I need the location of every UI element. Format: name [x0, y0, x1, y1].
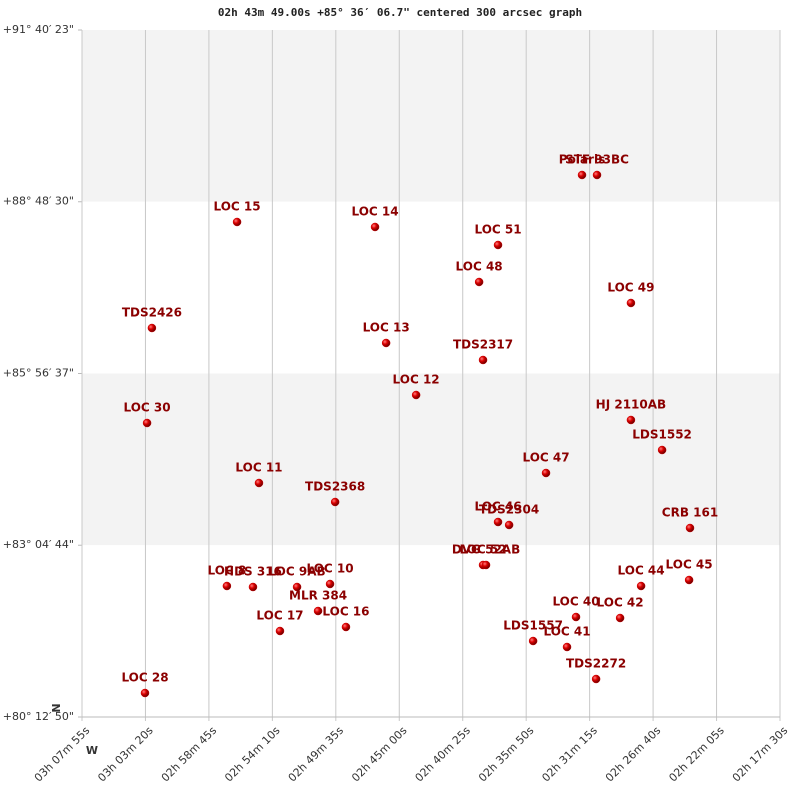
star [615, 613, 625, 623]
star-label: LDS1557 [503, 618, 563, 632]
star [493, 517, 503, 527]
star-label: LDS1552 [632, 427, 692, 441]
star-label: LOC 47 [522, 450, 569, 464]
star-label: TDS2426 [122, 305, 182, 319]
star [592, 170, 602, 180]
star-label: TDS2317 [453, 337, 513, 351]
star [313, 606, 323, 616]
star [636, 581, 646, 591]
star [562, 642, 572, 652]
chart-title: 02h 43m 49.00s +85° 36′ 06.7" centered 3… [218, 6, 582, 19]
x-tick-label: 02h 31m 15s [539, 724, 600, 785]
x-tick-label: 02h 45m 00s [349, 724, 410, 785]
band [82, 201, 780, 374]
star-label: TDS2272 [566, 656, 626, 670]
x-axis-label: W [86, 744, 98, 757]
star-label: LOC 12 [393, 372, 440, 386]
star [478, 355, 488, 365]
star [275, 626, 285, 636]
star-label: LOC 16 [322, 604, 369, 618]
star [248, 582, 258, 592]
star-label: LOC 8 [208, 563, 247, 577]
star [571, 612, 581, 622]
y-tick-label: +83° 04′ 44" [3, 538, 74, 551]
star-label: HJ 2110AB [596, 397, 667, 411]
y-tick-label: +88° 48′ 30" [3, 195, 74, 208]
star [504, 520, 514, 530]
star [577, 170, 587, 180]
star [528, 636, 538, 646]
star-label: LOC 10 [306, 561, 353, 575]
x-tick-label: 03h 03m 20s [95, 724, 156, 785]
y-tick-label: +80° 12′ 50" [3, 710, 74, 723]
star [685, 523, 695, 533]
star-label: LOC 40 [552, 594, 599, 608]
star [147, 323, 157, 333]
star [381, 338, 391, 348]
band [82, 545, 780, 717]
star [140, 688, 150, 698]
band [82, 373, 780, 546]
star [541, 468, 551, 478]
star-label: LOC 46 [474, 499, 521, 513]
star-label: LOC 30 [124, 400, 171, 414]
y-tick-label: +91° 40′ 23" [3, 23, 74, 36]
star-label: MLR 384 [289, 589, 347, 603]
star [325, 579, 335, 589]
y-axis-label: N [50, 703, 63, 712]
star-label: LOC 52 [459, 542, 506, 556]
star-label: HDS 316 [224, 564, 282, 578]
star-label: Polaris [559, 152, 605, 166]
star [626, 415, 636, 425]
star [626, 298, 636, 308]
star [474, 277, 484, 287]
star-label: TDS2368 [305, 479, 365, 493]
star [142, 418, 152, 428]
star-label: LOC 51 [474, 222, 521, 236]
star-label: LOC 14 [351, 204, 398, 218]
star-label: LOC 17 [256, 609, 303, 623]
star-label: LOC 9AB [268, 564, 325, 578]
star-label: LOC 13 [363, 320, 410, 334]
star [493, 240, 503, 250]
star [341, 622, 351, 632]
x-tick-label: 02h 40m 25s [413, 724, 474, 785]
star [232, 217, 242, 227]
star-label: LOC 15 [214, 199, 261, 213]
star [657, 445, 667, 455]
x-tick-label: 02h 22m 05s [666, 724, 727, 785]
star [330, 497, 340, 507]
star-label: TDS2304 [479, 502, 539, 516]
x-tick-label: 02h 58m 45s [159, 724, 220, 785]
star-label: LOC 48 [456, 259, 503, 273]
x-tick-label: 02h 26m 40s [603, 724, 664, 785]
star-label: LOC 41 [543, 624, 590, 638]
star-label: LOC 28 [121, 671, 168, 685]
band [82, 30, 780, 202]
star [254, 478, 264, 488]
y-tick-label: +85° 56′ 37" [3, 366, 74, 379]
x-tick-label: 02h 54m 10s [222, 724, 283, 785]
star [292, 582, 302, 592]
star [370, 222, 380, 232]
star [591, 674, 601, 684]
x-tick-label: 02h 49m 35s [286, 724, 347, 785]
star [481, 560, 491, 570]
star [684, 575, 694, 585]
x-tick-label: 02h 17m 30s [730, 724, 791, 785]
star-label: LOC 44 [618, 563, 665, 577]
star-label: LOC 42 [597, 595, 644, 609]
star-label: DVG 52AB [452, 542, 520, 556]
star [411, 390, 421, 400]
star-label: LOC 49 [607, 280, 654, 294]
star-label: LOC 45 [666, 557, 713, 571]
star-label: LOC 11 [235, 460, 282, 474]
star-label: STF 93BC [565, 152, 629, 166]
x-tick-label: 02h 35m 50s [476, 724, 537, 785]
star [222, 581, 232, 591]
bands [82, 30, 780, 717]
x-tick-label: 03h 07m 55s [32, 724, 93, 785]
star-label: CRB 161 [662, 506, 718, 520]
